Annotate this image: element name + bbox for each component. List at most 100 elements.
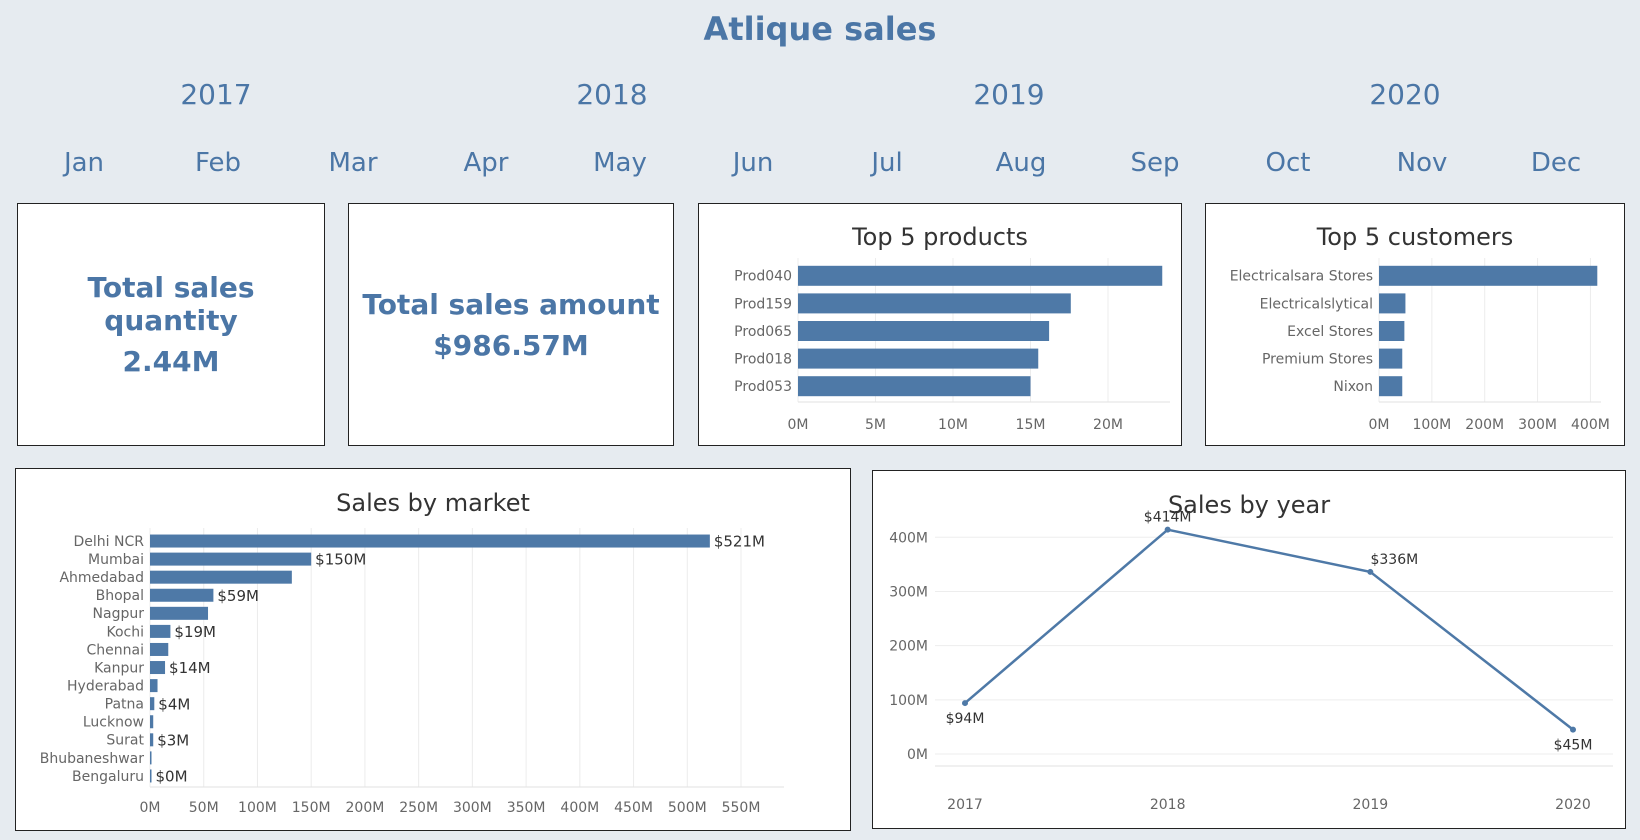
sales-by-year-data-label: $414M bbox=[1144, 510, 1192, 526]
top-customers-category-label: Excel Stores bbox=[1287, 324, 1373, 340]
sales-by-year-line bbox=[964, 528, 1574, 731]
sales-by-market-category-label: Surat bbox=[106, 733, 144, 749]
sales-by-market-tick-label: 100M bbox=[238, 800, 277, 816]
kpi-quantity-label: Total sales quantity bbox=[87, 271, 255, 337]
top-products-bar bbox=[798, 348, 1039, 369]
sales-by-market-data-label: $0M bbox=[156, 768, 188, 786]
sales-by-market-data-label: $4M bbox=[158, 695, 190, 713]
sales-by-market-tick-label: 0M bbox=[140, 800, 161, 816]
sales-by-market-category-label: Bhubaneshwar bbox=[40, 751, 144, 767]
sales-by-market-data-label: $19M bbox=[174, 623, 216, 641]
top-customers-bar bbox=[1379, 265, 1598, 286]
sales-by-year-point bbox=[1164, 526, 1171, 533]
top-products-tick-label: 20M bbox=[1093, 417, 1123, 433]
month-filter-feb[interactable]: Feb bbox=[194, 148, 242, 178]
sales-by-market-bar bbox=[150, 733, 154, 747]
month-filter-may[interactable]: May bbox=[593, 148, 647, 178]
top-products-title: Top 5 products bbox=[852, 223, 1028, 251]
sales-by-market-tick-label: 300M bbox=[453, 800, 492, 816]
month-filter-nov[interactable]: Nov bbox=[1396, 148, 1448, 178]
sales-by-market-category-label: Mumbai bbox=[88, 552, 144, 568]
year-filter-2019[interactable]: 2019 bbox=[973, 78, 1045, 111]
sales-by-year-data-label: $336M bbox=[1370, 552, 1418, 568]
top-customers-category-label: Premium Stores bbox=[1262, 352, 1373, 368]
sales-by-market-data-label: $14M bbox=[169, 659, 211, 677]
kpi-amount-value: $986.57M bbox=[433, 328, 589, 362]
sales-by-market-category-label: Kochi bbox=[106, 624, 144, 640]
sales-by-market-bar bbox=[150, 642, 169, 656]
month-filter-jul[interactable]: Jul bbox=[871, 148, 903, 178]
sales-by-market-bar bbox=[150, 570, 292, 584]
sales-by-market-tick-label: 500M bbox=[668, 800, 707, 816]
sales-by-market-bar bbox=[150, 588, 214, 602]
dashboard-title: Atlique sales bbox=[703, 10, 937, 48]
sales-by-year-tick-label: 200M bbox=[889, 639, 928, 655]
sales-by-market-data-label: $521M bbox=[714, 533, 765, 551]
top-products-category-label: Prod159 bbox=[734, 296, 792, 312]
month-filter-dec[interactable]: Dec bbox=[1530, 148, 1582, 178]
sales-by-market-tick-label: 200M bbox=[346, 800, 385, 816]
top-products-tick-label: 5M bbox=[865, 417, 886, 433]
sales-by-year-tick-label: 400M bbox=[889, 530, 928, 546]
sales-by-year-x-tick-label: 2020 bbox=[1555, 797, 1591, 813]
sales-by-market-card: Sales by market Delhi NCR $521M Mumbai $150… bbox=[15, 468, 851, 831]
top-customers-bar bbox=[1379, 321, 1405, 341]
sales-by-market-bar bbox=[150, 697, 155, 711]
sales-by-year-point bbox=[1570, 726, 1576, 733]
sales-by-market-tick-label: 150M bbox=[292, 800, 331, 816]
top-products-bar bbox=[798, 321, 1050, 341]
sales-by-market-bar bbox=[150, 661, 166, 675]
sales-by-year-title: Sales by year bbox=[1167, 491, 1331, 519]
month-filter-mar[interactable]: Mar bbox=[328, 148, 378, 178]
top-customers-bar bbox=[1379, 376, 1403, 397]
year-filter-2018[interactable]: 2018 bbox=[576, 78, 648, 111]
top-products-card: Top 5 products Prod040 Prod159 Prod065 Prod… bbox=[698, 203, 1182, 446]
kpi-quantity-value: 2.44M bbox=[122, 345, 220, 378]
sales-by-market-category-label: Bhopal bbox=[96, 588, 144, 604]
top-products-tick-label: 10M bbox=[938, 417, 968, 433]
sales-by-year-tick-label: 300M bbox=[889, 584, 928, 600]
top-customers-tick-label: 200M bbox=[1465, 417, 1504, 433]
sales-by-market-category-label: Patna bbox=[105, 697, 144, 713]
sales-by-market-tick-label: 450M bbox=[614, 800, 653, 816]
sales-by-market-bar bbox=[150, 679, 158, 693]
month-filter-sep[interactable]: Sep bbox=[1130, 148, 1180, 178]
top-products-category-label: Prod040 bbox=[734, 269, 792, 285]
sales-by-market-category-label: Ahmedabad bbox=[59, 570, 144, 586]
sales-by-year-point bbox=[1367, 568, 1374, 575]
top-customers-card: Top 5 customers Electricalsara Stores Ele… bbox=[1205, 203, 1625, 446]
sales-by-market-chart: Delhi NCR $521M Mumbai $150M Ahmedabad Bhopal… bbox=[40, 528, 784, 816]
year-filter-2020[interactable]: 2020 bbox=[1369, 78, 1441, 111]
year-filter-2017[interactable]: 2017 bbox=[180, 78, 252, 111]
sales-by-market-category-label: Nagpur bbox=[93, 606, 145, 622]
sales-by-year-data-label: $45M bbox=[1554, 738, 1593, 754]
top-customers-category-label: Electricalslytical bbox=[1260, 296, 1373, 312]
month-filter-apr[interactable]: Apr bbox=[463, 148, 509, 178]
kpi-total-amount-card: Total sales amount $986.57M bbox=[348, 203, 674, 446]
top-products-bar bbox=[798, 293, 1071, 314]
top-customers-bar bbox=[1379, 348, 1403, 369]
month-filter-oct[interactable]: Oct bbox=[1265, 148, 1311, 178]
sales-by-market-bar bbox=[150, 769, 152, 783]
top-products-category-label: Prod053 bbox=[734, 379, 792, 395]
sales-by-market-tick-label: 400M bbox=[560, 800, 599, 816]
sales-by-market-bar bbox=[150, 751, 152, 765]
sales-by-market-data-label: $3M bbox=[157, 731, 189, 749]
sales-by-year-x-tick-label: 2018 bbox=[1150, 797, 1186, 813]
sales-by-market-tick-label: 350M bbox=[507, 800, 546, 816]
sales-by-year-card: Sales by year 0M 100M 200M 300M 400M $94M 2017… bbox=[872, 470, 1626, 829]
top-products-chart: Prod040 Prod159 Prod065 Prod018 Prod053 0M 5M 1… bbox=[734, 258, 1170, 433]
sales-by-year-tick-label: 100M bbox=[889, 693, 928, 709]
month-filter-jun[interactable]: Jun bbox=[732, 148, 774, 178]
top-customers-bar bbox=[1379, 293, 1406, 314]
top-customers-chart: Electricalsara Stores Electricalslytical E… bbox=[1230, 258, 1610, 433]
top-customers-tick-label: 300M bbox=[1518, 417, 1557, 433]
month-filter-aug[interactable]: Aug bbox=[995, 148, 1047, 178]
sales-by-market-tick-label: 250M bbox=[399, 800, 438, 816]
sales-by-year-x-tick-label: 2019 bbox=[1353, 797, 1389, 813]
sales-by-market-bar bbox=[150, 715, 154, 729]
sales-by-market-bar bbox=[150, 534, 710, 548]
month-filter-jan[interactable]: Jan bbox=[63, 148, 105, 178]
sales-by-market-tick-label: 550M bbox=[722, 800, 761, 816]
top-products-bar bbox=[798, 265, 1163, 286]
